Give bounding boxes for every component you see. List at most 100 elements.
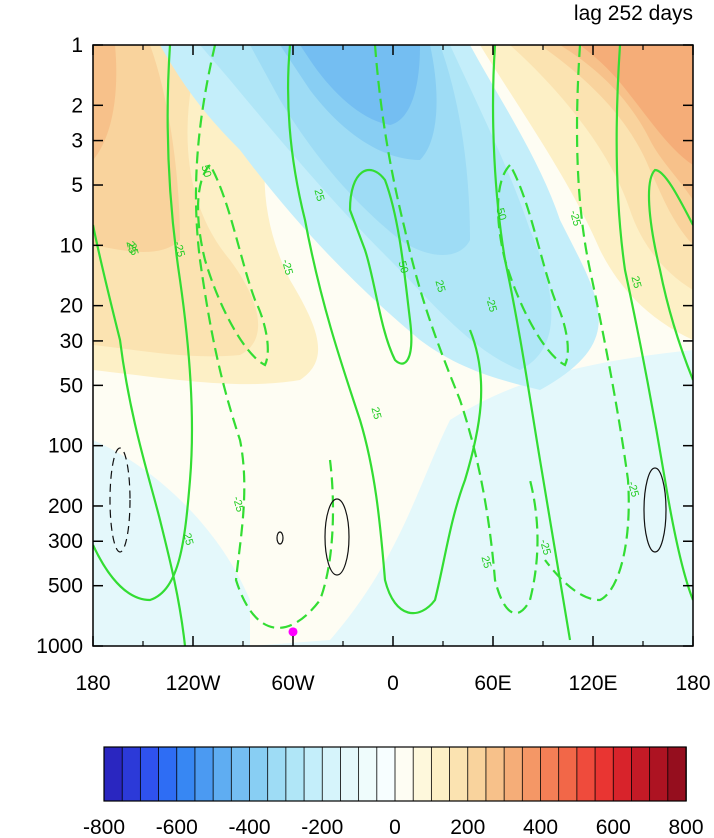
colorbar: -800 -600 -400 -200 0 200 400 600 800 [83,746,704,838]
fill-positive-250 [93,45,117,160]
y-tick-label: 20 [60,295,83,318]
colorbar-label: 0 [389,816,401,838]
contour-label: 25 [433,279,448,294]
x-tick-label: 60E [474,672,511,695]
colorbar-swatch [558,746,578,802]
colorbar-swatch [158,746,178,802]
contour-label: 50 [199,164,214,179]
y-tick-label: 2 [71,94,83,117]
colorbar-swatch [521,746,542,802]
black-contour-dashed-left [109,447,131,553]
colorbar-label: -800 [83,816,125,838]
black-contour-right [643,467,667,553]
y-tick-label: 300 [48,530,83,553]
colorbar-swatch [230,746,251,802]
contour-dashed-5 [544,45,630,602]
colorbar-swatch [467,746,487,802]
contour-dashed-4 [496,163,569,367]
colorbar-swatch [485,746,505,802]
fill-negative-250 [300,45,420,125]
y-tick-label: 5 [71,174,83,197]
colorbar-swatch [212,746,233,802]
contour-solid-5 [491,45,572,641]
colorbar-label: 600 [596,816,631,838]
contour-solid-1 [93,224,187,646]
contour-label: 25 [126,242,141,257]
y-tick-label: 3 [71,130,83,153]
contour-label: 25 [629,275,644,290]
colorbar-swatch [303,746,324,802]
colorbar-label: 800 [668,816,703,838]
colorbar-swatch [176,746,196,802]
colorbar-swatch [285,746,305,802]
contour-solid-7 [647,168,693,381]
colorbar-label: -600 [156,816,198,838]
colorbar-swatch [340,746,360,802]
x-tick-label: 0 [387,672,399,695]
contour-solid-3 [287,45,483,615]
colorbar-swatch [321,746,342,802]
contour-label: 25 [369,406,384,421]
contour-label: -25 [537,538,553,556]
colorbar-label: -400 [228,816,270,838]
colorbar-label: -200 [301,816,343,838]
y-tick-label: 1 [71,34,83,57]
contour-dashed-1 [194,45,335,629]
colorbar-swatch [649,746,669,802]
contour-label: -25 [567,209,583,227]
colorbar-swatch [612,746,633,802]
contours [93,45,693,646]
y-tick-label: 10 [60,234,83,257]
fill-positive-right-5 [580,45,693,165]
contour-label: 25 [124,240,139,255]
contour-label: -25 [171,240,187,258]
contour-dashed-3 [373,45,539,615]
contour-solid-4 [348,169,413,365]
contour-dashed-2 [196,163,269,367]
black-contour-center [324,498,350,576]
y-axis: 1 2 3 5 10 20 30 50 100 200 300 500 1000 [36,34,693,658]
colorbar-label: 400 [523,816,558,838]
colorbar-swatch [667,746,687,802]
y-tick-label: 200 [48,495,83,518]
contour-label: 25 [479,555,494,570]
colorbar-swatch [121,746,142,802]
colorbar-swatch [103,746,123,802]
contour-label: -25 [483,295,499,313]
colorbar-swatch [249,746,269,802]
colorbar-frame [103,746,687,802]
colorbar-swatch [412,746,433,802]
colorbar-label: 200 [450,816,485,838]
x-tick-label: 180 [675,672,710,695]
colorbar-swatch [267,746,287,802]
x-axis: 180 120W 60W 0 60E 120E 180 [75,45,711,695]
contour-label: -25 [230,495,246,513]
shaded-field [93,45,693,646]
y-tick-label: 100 [48,435,83,458]
colorbar-swatch [449,746,469,802]
contour-solid-2 [93,45,194,602]
y-tick-label: 30 [60,330,83,353]
contour-label: 50 [396,260,411,275]
colorbar-swatch [430,746,451,802]
x-tick-label: 120E [568,672,617,695]
contour-label: 25 [181,532,196,547]
colorbar-swatch [358,746,378,802]
x-tick-label: 60W [271,672,314,695]
y-tick-label: 50 [60,374,83,397]
y-tick-label: 500 [48,575,83,598]
colorbar-swatch [631,746,651,802]
colorbar-swatch [540,746,560,802]
colorbar-swatch [139,746,160,802]
colorbar-swatch [503,746,524,802]
colorbar-swatch [194,746,214,802]
colorbar-swatch [576,746,596,802]
x-tick-label: 120W [166,672,221,695]
reference-marker [288,627,298,637]
contour-solid-6 [615,45,693,601]
x-tick-label: 180 [75,672,110,695]
contour-label: 50 [494,207,509,222]
colorbar-swatch [394,746,414,802]
